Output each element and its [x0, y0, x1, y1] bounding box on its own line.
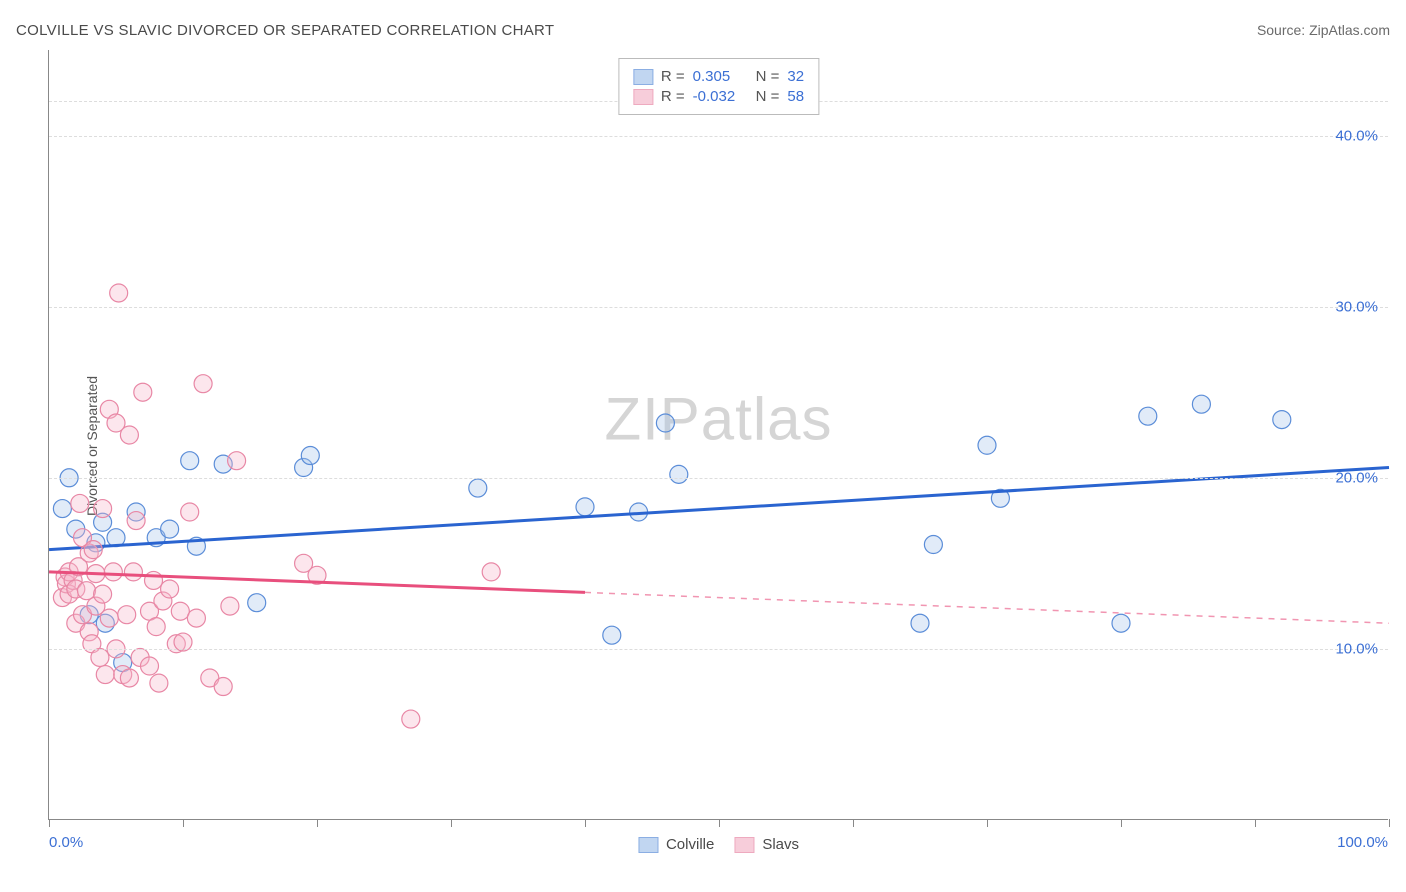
scatter-point [228, 452, 246, 470]
x-tick [987, 819, 988, 827]
legend-r-label: R = [661, 88, 685, 105]
scatter-point [134, 383, 152, 401]
legend-r-label: R = [661, 68, 685, 85]
scatter-point [656, 414, 674, 432]
scatter-point [84, 541, 102, 559]
scatter-point [603, 626, 621, 644]
x-tick [719, 819, 720, 827]
scatter-point [150, 674, 168, 692]
x-tick [585, 819, 586, 827]
y-tick-label: 40.0% [1335, 127, 1378, 144]
scatter-point [248, 594, 266, 612]
legend-stat-row: R = 0.305 N = 32 [633, 68, 804, 85]
legend-series-item: Slavs [734, 836, 799, 853]
scatter-point [1273, 411, 1291, 429]
scatter-point [120, 669, 138, 687]
legend-swatch [633, 69, 653, 85]
x-tick [853, 819, 854, 827]
legend-n-value: 58 [787, 88, 804, 105]
scatter-point [171, 602, 189, 620]
y-tick-label: 30.0% [1335, 298, 1378, 315]
legend-n-label: N = [756, 88, 780, 105]
scatter-point [1192, 395, 1210, 413]
scatter-point [124, 563, 142, 581]
trend-line [49, 468, 1389, 550]
scatter-point [214, 678, 232, 696]
scatter-point [301, 447, 319, 465]
scatter-point [911, 614, 929, 632]
x-tick [49, 819, 50, 827]
scatter-point [978, 436, 996, 454]
scatter-point [221, 597, 239, 615]
trend-line-extrapolated [585, 592, 1389, 623]
x-tick [183, 819, 184, 827]
legend-series: Colville Slavs [638, 836, 799, 853]
scatter-point [147, 618, 165, 636]
x-tick [1389, 819, 1390, 827]
scatter-point [96, 666, 114, 684]
scatter-point [576, 498, 594, 516]
legend-stat-row: R = -0.032 N = 58 [633, 88, 804, 105]
legend-r-value: -0.032 [693, 88, 748, 105]
legend-n-label: N = [756, 68, 780, 85]
y-tick-label: 20.0% [1335, 469, 1378, 486]
scatter-point [924, 536, 942, 554]
scatter-point [127, 512, 145, 530]
scatter-point [145, 571, 163, 589]
chart-title: COLVILLE VS SLAVIC DIVORCED OR SEPARATED… [16, 22, 554, 39]
scatter-point [469, 479, 487, 497]
legend-stats: R = 0.305 N = 32 R = -0.032 N = 58 [618, 58, 819, 115]
legend-r-value: 0.305 [693, 68, 748, 85]
x-tick-label: 0.0% [49, 834, 83, 851]
x-tick [1255, 819, 1256, 827]
scatter-point [1112, 614, 1130, 632]
scatter-point [141, 657, 159, 675]
scatter-point [53, 500, 71, 518]
source-label: Source: ZipAtlas.com [1257, 22, 1390, 38]
grid-line [49, 478, 1388, 479]
x-tick [451, 819, 452, 827]
scatter-point [118, 606, 136, 624]
scatter-point [482, 563, 500, 581]
scatter-point [1139, 407, 1157, 425]
scatter-point [181, 452, 199, 470]
legend-n-value: 32 [787, 68, 804, 85]
scatter-point [161, 520, 179, 538]
scatter-point [670, 465, 688, 483]
grid-line [49, 136, 1388, 137]
legend-series-item: Colville [638, 836, 714, 853]
grid-line [49, 307, 1388, 308]
scatter-point [181, 503, 199, 521]
scatter-point [94, 500, 112, 518]
scatter-point [100, 609, 118, 627]
grid-line [49, 649, 1388, 650]
scatter-point [194, 375, 212, 393]
x-tick-label: 100.0% [1337, 834, 1388, 851]
scatter-point [187, 609, 205, 627]
scatter-point [161, 580, 179, 598]
legend-series-label: Colville [666, 836, 714, 853]
legend-swatch [638, 837, 658, 853]
scatter-point [110, 284, 128, 302]
legend-series-label: Slavs [762, 836, 799, 853]
legend-swatch [633, 89, 653, 105]
x-tick [1121, 819, 1122, 827]
legend-swatch [734, 837, 754, 853]
scatter-point [91, 648, 109, 666]
scatter-point [402, 710, 420, 728]
scatter-point [120, 426, 138, 444]
x-tick [317, 819, 318, 827]
scatter-svg [49, 50, 1388, 819]
y-tick-label: 10.0% [1335, 640, 1378, 657]
scatter-point [71, 494, 89, 512]
scatter-point [78, 582, 96, 600]
scatter-point [94, 585, 112, 603]
scatter-point [104, 563, 122, 581]
plot-area: ZIPatlas R =0.305N =32R =-0.032N =58 Col… [48, 50, 1388, 820]
